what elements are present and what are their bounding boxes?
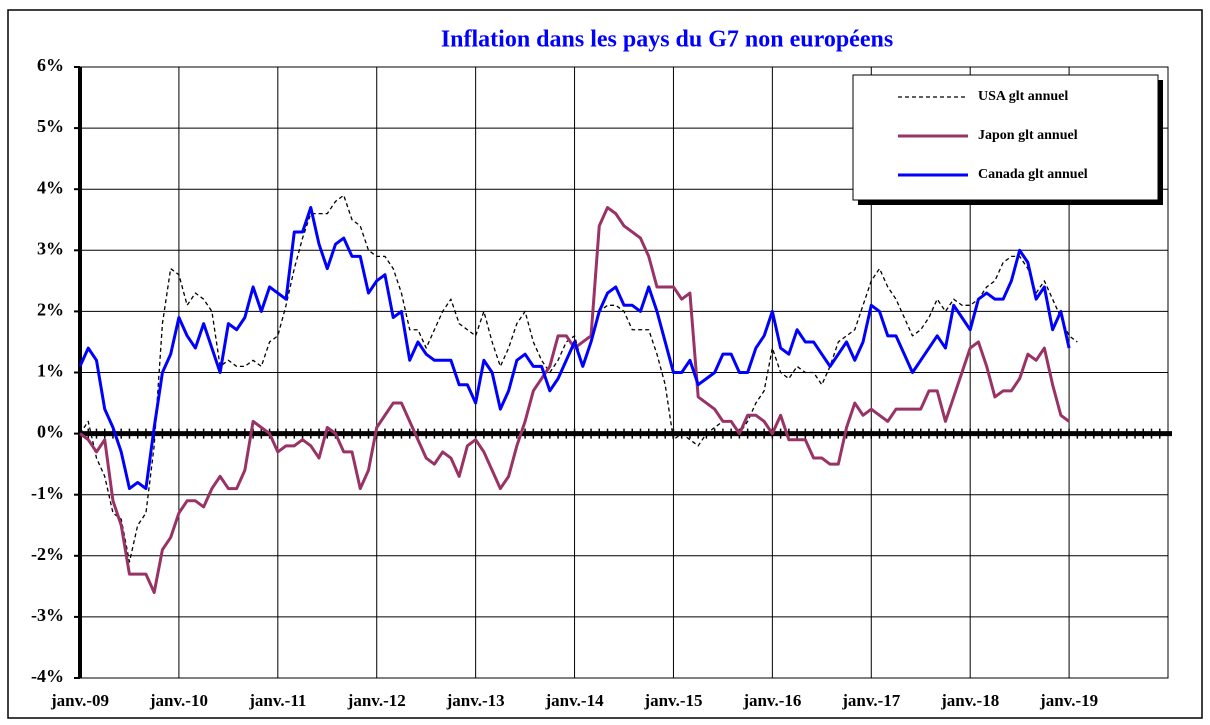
x-tick-label: janv.-12 (347, 691, 406, 710)
y-tick-label: 5% (37, 116, 64, 136)
y-tick-label: 4% (37, 177, 64, 197)
legend-label: Canada glt annuel (978, 167, 1088, 182)
y-tick-label: -4% (31, 666, 64, 686)
y-tick-label: -2% (31, 544, 64, 564)
x-tick-label: janv.-17 (841, 691, 901, 710)
chart-title: Inflation dans les pays du G7 non europé… (441, 27, 893, 53)
series-line (78, 206, 1071, 491)
x-tick-label: janv.-11 (248, 691, 306, 710)
y-tick-label: -3% (31, 605, 64, 625)
y-tick-label: 6% (37, 55, 64, 75)
x-tick-label: janv.-13 (446, 691, 505, 710)
series-line (79, 206, 1070, 594)
y-tick-label: 3% (37, 238, 64, 258)
legend-label: USA glt annuel (978, 89, 1068, 104)
x-tick-label: janv.-10 (149, 691, 208, 710)
x-tick-label: janv.-09 (50, 691, 109, 710)
y-tick-label: 2% (37, 300, 64, 320)
x-tick-label: janv.-19 (1039, 691, 1098, 710)
x-tick-label: janv.-15 (643, 691, 702, 710)
legend-label: Japon glt annuel (978, 128, 1078, 143)
x-tick-label: janv.-18 (940, 691, 999, 710)
x-tick-label: janv.-14 (544, 691, 604, 710)
y-tick-label: 1% (37, 361, 64, 381)
y-tick-label: 0% (37, 422, 64, 442)
y-tick-label: -1% (31, 483, 64, 503)
x-tick-label: janv.-16 (742, 691, 801, 710)
